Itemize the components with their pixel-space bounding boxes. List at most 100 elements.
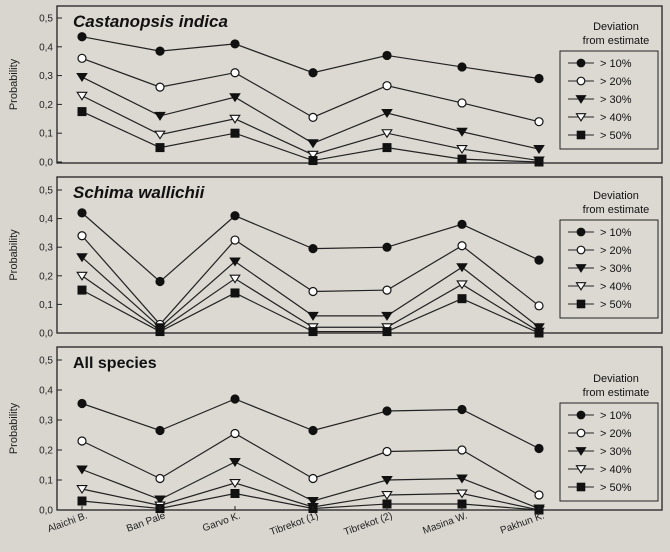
panel-title: Castanopsis indica (73, 12, 228, 31)
legend-box (559, 402, 659, 502)
y-tick-label: 0,0 (39, 158, 53, 169)
data-point (229, 114, 241, 124)
data-point (308, 473, 318, 484)
y-axis-label: Probability (8, 58, 20, 110)
legend-entry: > 20% (600, 76, 632, 88)
y-tick-label: 0,2 (39, 100, 53, 111)
legend-entry: > 30% (600, 263, 632, 275)
data-point (307, 496, 319, 507)
data-point (230, 68, 240, 78)
data-point (77, 436, 87, 446)
data-point (382, 242, 392, 252)
legend-entry: > 10% (600, 58, 632, 70)
data-point (77, 32, 87, 42)
data-point (457, 294, 467, 304)
data-point (533, 323, 545, 333)
legend-marker (575, 282, 587, 291)
legend-entry: > 30% (600, 446, 632, 458)
x-tick-label: Tibrekot (2) (343, 510, 394, 538)
data-point (382, 327, 392, 337)
y-tick-label: 0,2 (39, 271, 53, 282)
legend-marker (576, 76, 586, 86)
data-point (381, 490, 393, 501)
data-point (456, 474, 468, 484)
data-point (307, 139, 319, 149)
data-point (308, 425, 318, 436)
legend-entry: > 20% (600, 428, 632, 440)
x-tick-label: Tibrekot (1) (269, 510, 320, 538)
data-point (77, 53, 87, 63)
data-point (77, 496, 87, 506)
data-point (456, 145, 468, 155)
y-tick-label: 0,0 (39, 506, 53, 517)
y-tick-label: 0,1 (39, 300, 53, 311)
data-point (76, 465, 88, 475)
data-point (76, 91, 88, 101)
legend-marker (575, 113, 587, 122)
legend-marker (576, 299, 586, 309)
legend-marker (576, 482, 586, 492)
data-point (457, 445, 467, 455)
data-point (307, 150, 319, 160)
data-point (155, 46, 165, 56)
legend-title: Deviation from estimate (583, 21, 650, 47)
legend-marker (576, 58, 586, 68)
data-point (155, 276, 165, 287)
plot-frame (56, 176, 663, 334)
data-point (308, 244, 318, 254)
data-point (534, 490, 544, 500)
data-point (534, 301, 544, 311)
legend-entry: > 20% (600, 245, 632, 257)
data-point (229, 93, 241, 103)
y-tick-label: 0,3 (39, 243, 53, 254)
data-point (308, 286, 318, 297)
data-point (155, 82, 165, 92)
data-point (307, 311, 319, 321)
y-axis-label: Probability (8, 402, 20, 454)
legend-marker (576, 428, 586, 438)
data-point (534, 328, 544, 338)
y-tick-label: 0,1 (39, 476, 53, 487)
data-point (77, 208, 87, 218)
data-point (381, 311, 393, 321)
data-point (77, 285, 87, 295)
data-point (456, 127, 468, 137)
x-tick-label: Ban Pale (125, 510, 167, 534)
data-point (230, 39, 240, 49)
y-tick-label: 0,3 (39, 71, 53, 82)
data-point (457, 98, 467, 108)
data-point (230, 428, 240, 439)
data-point (534, 255, 544, 265)
y-tick-label: 0,5 (39, 14, 53, 25)
data-point (229, 257, 241, 267)
y-tick-label: 0,5 (39, 356, 53, 367)
data-point (76, 253, 88, 263)
y-axis-label: Probability (8, 229, 20, 281)
chart-panel-1: 0,0 0,1 0,2 0,3 0,4 0,5 Probability Castanopsis… (8, 5, 663, 169)
data-point (229, 478, 241, 489)
data-point (382, 406, 392, 416)
data-point (308, 156, 318, 166)
data-point (382, 143, 392, 153)
data-point (77, 107, 87, 117)
legend-title: Deviation from estimate (583, 190, 650, 216)
data-point (381, 129, 393, 139)
data-point (154, 130, 166, 140)
data-point (308, 68, 318, 78)
y-tick-label: 0,3 (39, 416, 53, 427)
legend-entry: > 10% (600, 227, 632, 239)
x-tick-label: Garvo K. (201, 510, 242, 534)
legend-box (559, 219, 659, 319)
data-point (230, 235, 240, 245)
data-point (229, 457, 241, 468)
data-point (457, 62, 467, 72)
legend-marker (576, 227, 586, 237)
y-tick-label: 0,4 (39, 42, 53, 53)
legend-marker (575, 95, 587, 104)
legend-marker (575, 465, 587, 474)
data-point (308, 327, 318, 337)
x-axis: Alaichi B. Ban Pale Garvo K. Tibrekot (1) Ti… (46, 506, 546, 538)
data-point (533, 145, 545, 155)
chart-panel-3: 0,0 0,1 0,2 0,3 0,4 0,5 Probability All species… (8, 346, 663, 517)
legend-entry: > 50% (600, 482, 632, 494)
